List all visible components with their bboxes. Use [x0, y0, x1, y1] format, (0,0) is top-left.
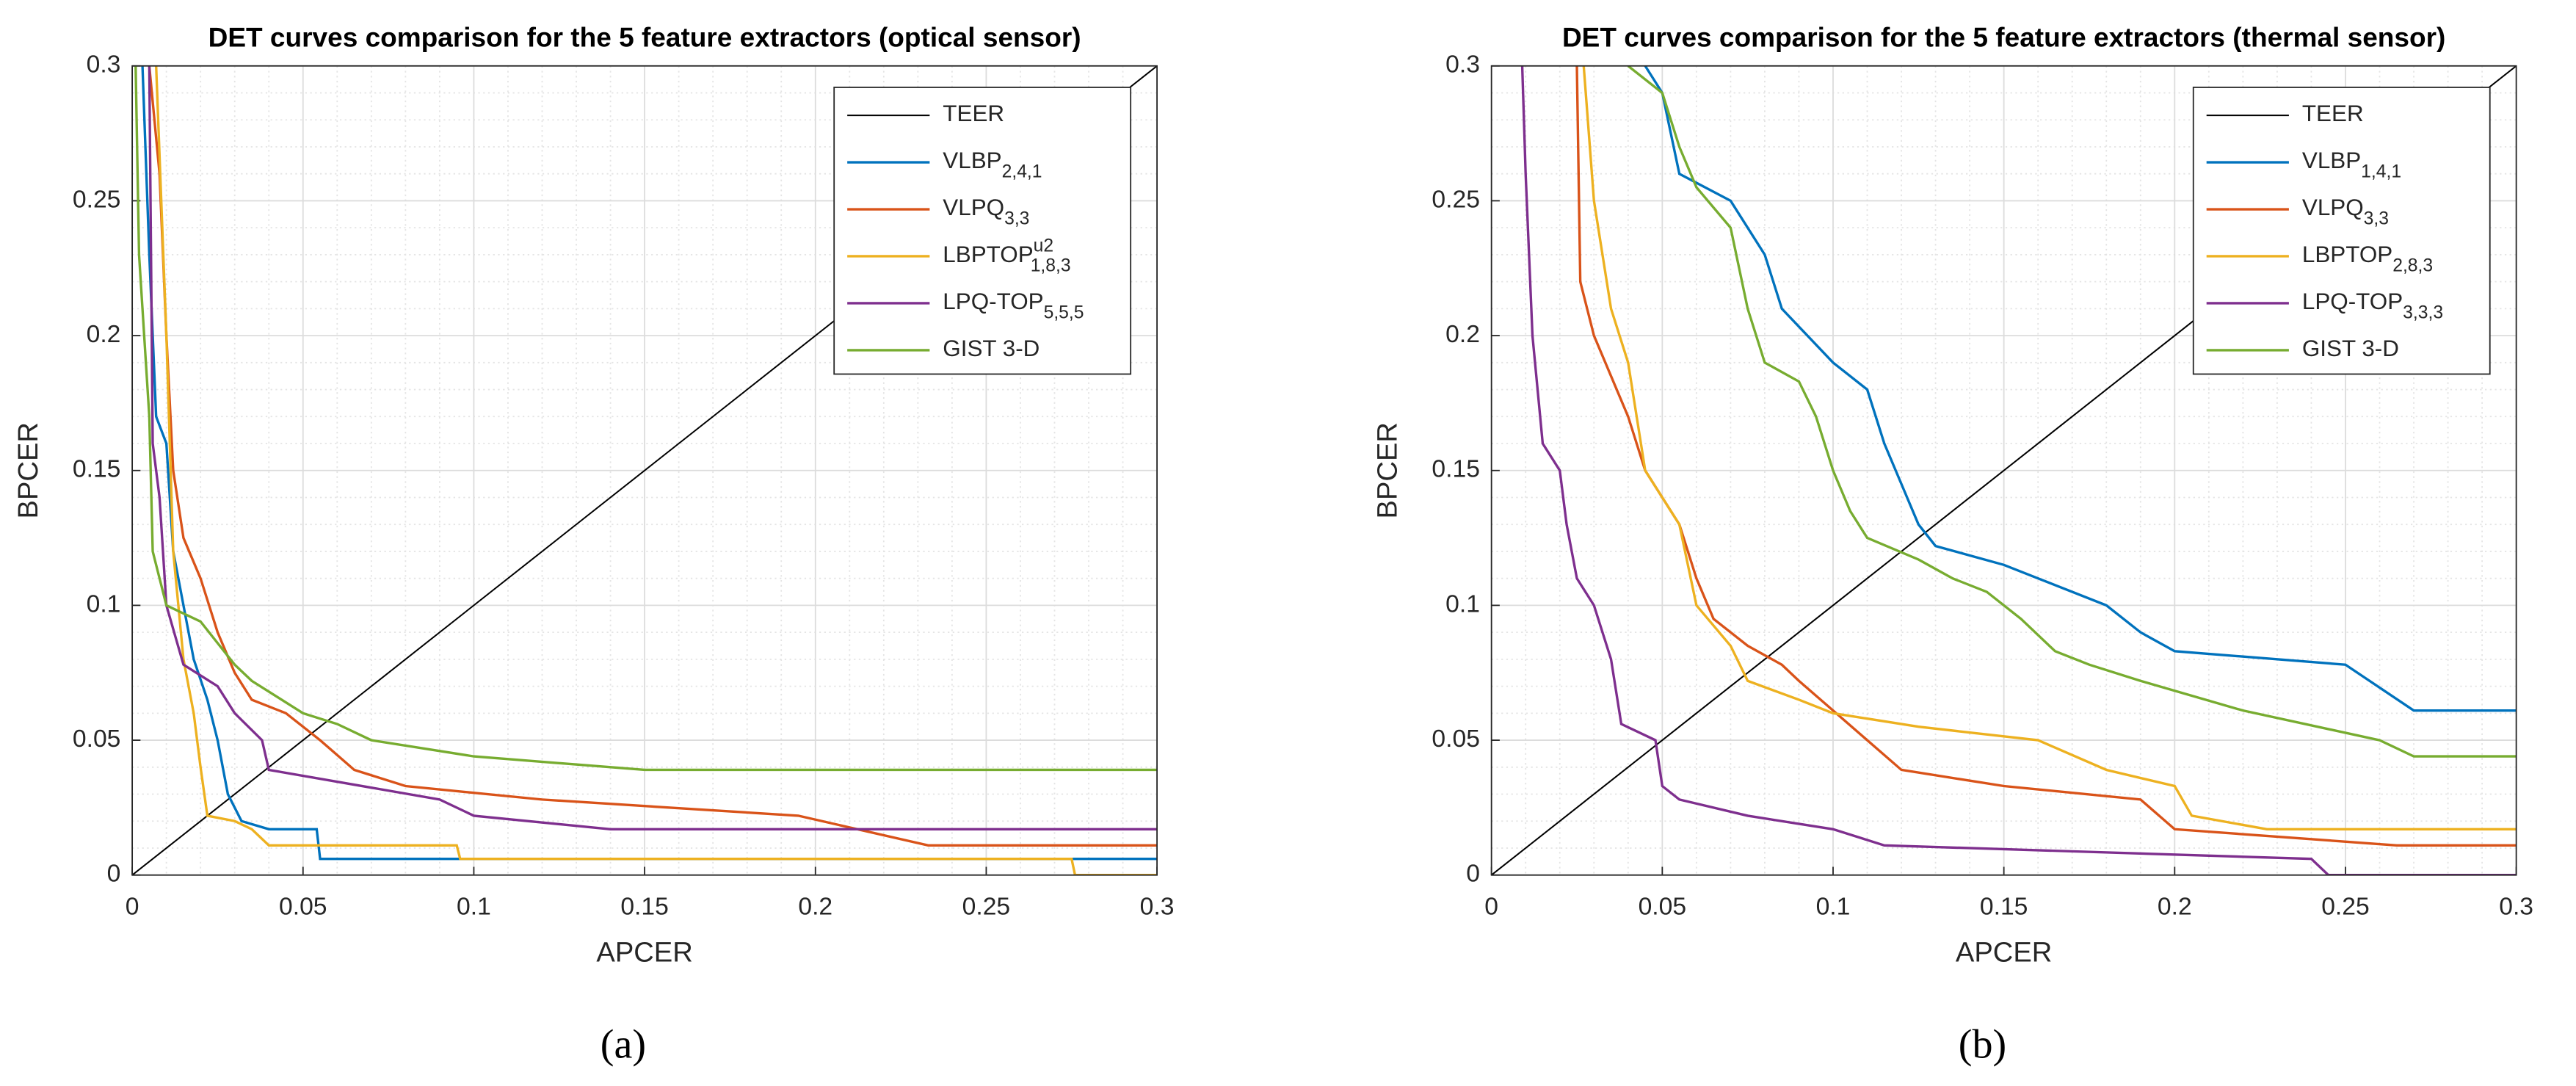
- legend-label: GIST 3-D: [2302, 336, 2399, 361]
- x-tick-label: 0.25: [962, 894, 1011, 921]
- y-tick-label: 0.05: [1432, 725, 1480, 753]
- legend-name: LBPTOP: [943, 242, 1033, 267]
- legend-label: LPQ-TOP3,3,3: [2302, 289, 2443, 322]
- legend-name: VLPQ: [943, 195, 1004, 220]
- curve: [1582, 65, 2517, 830]
- legend-name: GIST 3-D: [2302, 336, 2399, 361]
- legend-sub: 3,3: [1004, 209, 1029, 228]
- y-tick-label: 0.3: [1445, 51, 1480, 79]
- x-tick-label: 0.15: [1980, 894, 2028, 921]
- legend-name: VLBP: [2302, 148, 2361, 173]
- y-tick-label: 0.3: [87, 51, 121, 79]
- x-tick-label: 0: [126, 894, 139, 921]
- chart-title: DET curves comparison for the 5 feature …: [208, 22, 1081, 53]
- legend-name: TEER: [943, 101, 1004, 126]
- x-axis-label: APCER: [596, 937, 692, 969]
- y-tick-label: 0.1: [87, 590, 121, 618]
- legend-sub: 1,4,1: [2361, 162, 2401, 181]
- chart-title: DET curves comparison for the 5 feature …: [1562, 22, 2445, 53]
- legend-label: LBPTOP2,8,3: [2302, 242, 2433, 275]
- legend-sub: 5,5,5: [1044, 303, 1084, 322]
- x-tick-label: 0.3: [1140, 894, 1175, 921]
- x-tick-label: 0.1: [457, 894, 491, 921]
- chart: 0 0.05 0.1 0.15 0.2 0.25 0.3 0 0.05 0.1 0.15 0.2 0.2…: [1372, 22, 2533, 1068]
- x-tick-label: 0.25: [2321, 894, 2370, 921]
- legend-sub: 3,3: [2364, 209, 2389, 228]
- legend-sub: 2,8,3: [2392, 256, 2433, 275]
- legend-label: TEER: [943, 101, 1004, 126]
- legend-name: LPQ-TOP: [2302, 289, 2403, 314]
- y-tick-label: 0.15: [73, 456, 121, 483]
- x-tick-label: 0.2: [2158, 894, 2192, 921]
- x-tick-label: 0.3: [2499, 894, 2533, 921]
- axes-box: [131, 65, 1158, 876]
- legend-label: LBPTOPu2 1,8,3: [943, 236, 1070, 275]
- y-tick-label: 0.25: [1432, 186, 1480, 213]
- legend-name: TEER: [2302, 101, 2364, 126]
- curve: [1644, 65, 2517, 712]
- legend-name: LPQ-TOP: [943, 289, 1043, 314]
- legend-name: LBPTOP: [2302, 242, 2392, 267]
- legend-label: TEER: [2302, 101, 2364, 126]
- curve: [155, 65, 1158, 875]
- legend-label: GIST 3-D: [943, 336, 1040, 361]
- y-tick-label: 0.15: [1432, 456, 1480, 483]
- legend-sup: u2: [1034, 236, 1053, 256]
- legend-label: VLPQ3,3: [2302, 195, 2389, 228]
- curve: [148, 65, 1158, 830]
- y-tick-label: 0.1: [1445, 590, 1480, 618]
- curve: [148, 65, 1158, 847]
- legend-name: VLPQ: [2302, 195, 2364, 220]
- legend-box: [833, 87, 1132, 375]
- legend-box: [2192, 87, 2491, 375]
- legend-sub: 2,4,1: [1002, 162, 1042, 181]
- legend-sub: 1,8,3: [1031, 256, 1071, 275]
- y-axis-label: BPCER: [1372, 422, 1404, 518]
- x-tick-label: 0.05: [279, 894, 327, 921]
- legend-name: VLBP: [943, 148, 1001, 173]
- caption: (b): [1959, 1021, 2006, 1067]
- y-tick-label: 0.05: [73, 725, 121, 753]
- y-tick-label: 0: [107, 861, 121, 888]
- curve: [1520, 65, 2517, 875]
- legend-sub: 3,3,3: [2403, 303, 2443, 322]
- curve: [134, 65, 1158, 772]
- legend-label: VLBP2,4,1: [943, 148, 1042, 181]
- legend-name: GIST 3-D: [943, 336, 1040, 361]
- x-tick-label: 0.15: [620, 894, 669, 921]
- axes-box: [1490, 65, 2517, 876]
- y-tick-label: 0.2: [87, 321, 121, 348]
- caption: (a): [601, 1021, 646, 1067]
- x-axis-label: APCER: [1956, 937, 2052, 969]
- x-tick-label: 0.2: [798, 894, 832, 921]
- legend-label: VLBP1,4,1: [2302, 148, 2401, 181]
- x-tick-label: 0.05: [1639, 894, 1687, 921]
- y-tick-label: 0.25: [73, 186, 121, 213]
- y-axis-label: BPCER: [12, 422, 44, 518]
- x-tick-label: 0.1: [1816, 894, 1851, 921]
- curve: [1575, 65, 2517, 847]
- legend-label: LPQ-TOP5,5,5: [943, 289, 1084, 322]
- curve: [1627, 65, 2517, 758]
- y-tick-label: 0: [1466, 861, 1480, 888]
- y-tick-label: 0.2: [1445, 321, 1480, 348]
- curve: [141, 65, 1158, 861]
- x-tick-label: 0: [1484, 894, 1498, 921]
- legend-label: VLPQ3,3: [943, 195, 1029, 228]
- chart: 0 0.05 0.1 0.15 0.2 0.25 0.3 0 0.05 0.1 0.15 0.2 0.2…: [12, 22, 1174, 1068]
